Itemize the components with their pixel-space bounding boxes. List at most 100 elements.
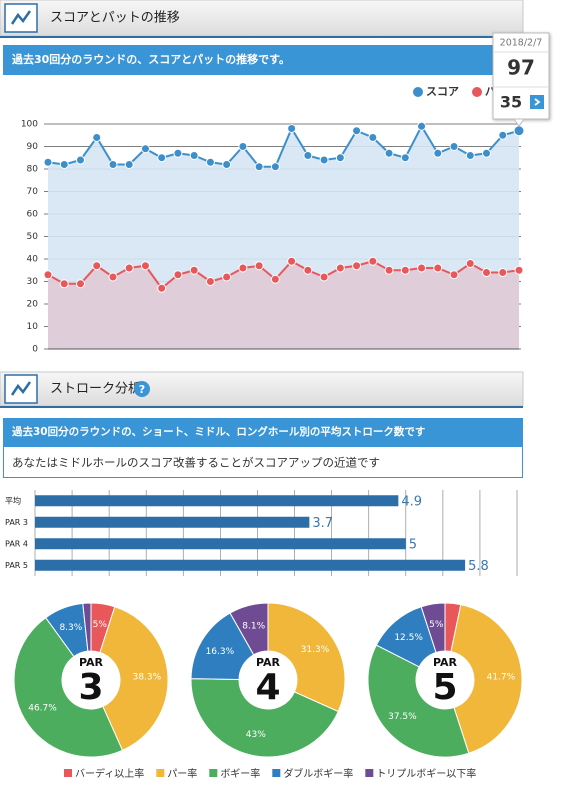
point xyxy=(189,151,199,160)
point xyxy=(319,155,329,165)
tooltip-next-button[interactable] xyxy=(530,95,544,109)
point xyxy=(75,279,85,289)
help-icon[interactable] xyxy=(134,381,150,397)
banner xyxy=(3,418,523,446)
point xyxy=(417,263,427,273)
donut-number: 3 xyxy=(78,667,103,708)
point xyxy=(335,153,345,163)
value-label: 3.7 xyxy=(312,516,333,531)
area xyxy=(48,261,519,349)
point xyxy=(254,261,264,271)
point xyxy=(254,162,264,172)
banner-text: 過去30回分のラウンドの、スコアとパットの推移です。 xyxy=(12,52,290,66)
tooltip-putt: 35 xyxy=(500,93,522,112)
donut-title: PAR xyxy=(433,656,458,669)
message-box xyxy=(3,446,523,478)
point xyxy=(384,148,394,158)
value-label: 31.3% xyxy=(301,645,330,655)
point xyxy=(270,274,280,284)
bar-chart: 平均 4.9 PAR 3 3.7 PAR 4 5 PAR 5 5.8 xyxy=(5,490,518,576)
point xyxy=(222,272,232,282)
value-label: 8.1% xyxy=(242,621,265,631)
donut-number: 5 xyxy=(432,667,457,708)
y-tick-label: 30 xyxy=(27,277,39,287)
donut-title: PAR xyxy=(256,656,281,669)
point xyxy=(124,263,134,273)
tooltip-pointer xyxy=(513,118,525,127)
point xyxy=(43,270,53,280)
y-tick-label: 90 xyxy=(27,142,39,152)
point xyxy=(157,283,167,293)
value-label: 38.3% xyxy=(133,673,162,683)
chevron xyxy=(534,98,541,106)
point xyxy=(270,162,280,172)
point xyxy=(400,265,410,275)
bar xyxy=(35,516,310,528)
y-tick-label: 100 xyxy=(21,120,38,130)
bar xyxy=(35,495,399,507)
point xyxy=(482,148,492,158)
tooltip: 2018/2/7 97 35 xyxy=(492,32,550,127)
point xyxy=(433,263,443,273)
donut-hole xyxy=(239,651,297,709)
banner xyxy=(3,45,523,75)
y-tick-label: 60 xyxy=(27,210,39,220)
legend-marker xyxy=(209,769,218,777)
y-tick-label: 40 xyxy=(27,255,39,265)
tooltip-score: 97 xyxy=(507,56,535,80)
point xyxy=(498,268,508,277)
point xyxy=(173,270,183,280)
point xyxy=(92,133,102,142)
value-label: 41.7% xyxy=(487,673,516,683)
help-icon-glyph: ? xyxy=(139,383,145,396)
value-label: 5 xyxy=(409,537,417,552)
point xyxy=(205,277,215,286)
section-header: ストローク分析 ? xyxy=(0,371,524,408)
point xyxy=(173,148,183,158)
value-label: 5% xyxy=(429,620,444,630)
value-label: 8.3% xyxy=(59,623,82,633)
donut-title: PAR xyxy=(79,656,104,669)
legend-label: パー率 xyxy=(167,768,197,780)
point xyxy=(59,160,69,169)
value-label: 5.8 xyxy=(468,559,489,574)
point xyxy=(108,272,118,282)
slice xyxy=(99,606,169,751)
point xyxy=(352,126,362,136)
point xyxy=(335,263,345,273)
donut-hole xyxy=(416,651,474,709)
point xyxy=(140,144,150,154)
point xyxy=(368,256,378,266)
point xyxy=(157,153,167,163)
legend-marker xyxy=(472,87,482,97)
legend-label: ボギー率 xyxy=(220,768,260,780)
legend-label: バーディ以上率 xyxy=(75,767,144,780)
point xyxy=(513,125,525,137)
banner-text: 過去30回分のラウンドの、ショート、ミドル、ロングホール別の平均ストローク数です xyxy=(12,425,425,438)
line-chart: 0102030405060708090100スコアパット xyxy=(21,85,525,355)
value-label: 46.7% xyxy=(28,704,57,714)
point xyxy=(205,157,215,167)
section-header: スコアとパットの推移 xyxy=(0,0,524,38)
section-title: ストローク分析 xyxy=(50,382,141,397)
legend-marker xyxy=(365,769,374,777)
point xyxy=(140,261,150,271)
point xyxy=(92,261,102,271)
legend-label: トリプルボギー以下率 xyxy=(376,768,476,780)
y-tick-label: PAR 4 xyxy=(5,539,28,548)
y-tick-label: PAR 5 xyxy=(5,561,28,570)
value-label: 4.9 xyxy=(401,494,422,509)
point xyxy=(433,148,443,158)
legend-marker xyxy=(156,769,165,777)
point xyxy=(498,130,508,140)
point xyxy=(514,265,524,275)
point xyxy=(238,142,248,151)
point xyxy=(59,279,69,289)
point xyxy=(368,133,378,142)
y-tick-label: 10 xyxy=(27,322,39,332)
section-title: スコアとパットの推移 xyxy=(50,11,180,26)
point xyxy=(238,263,248,273)
legend-marker xyxy=(64,769,72,777)
point xyxy=(75,155,85,165)
